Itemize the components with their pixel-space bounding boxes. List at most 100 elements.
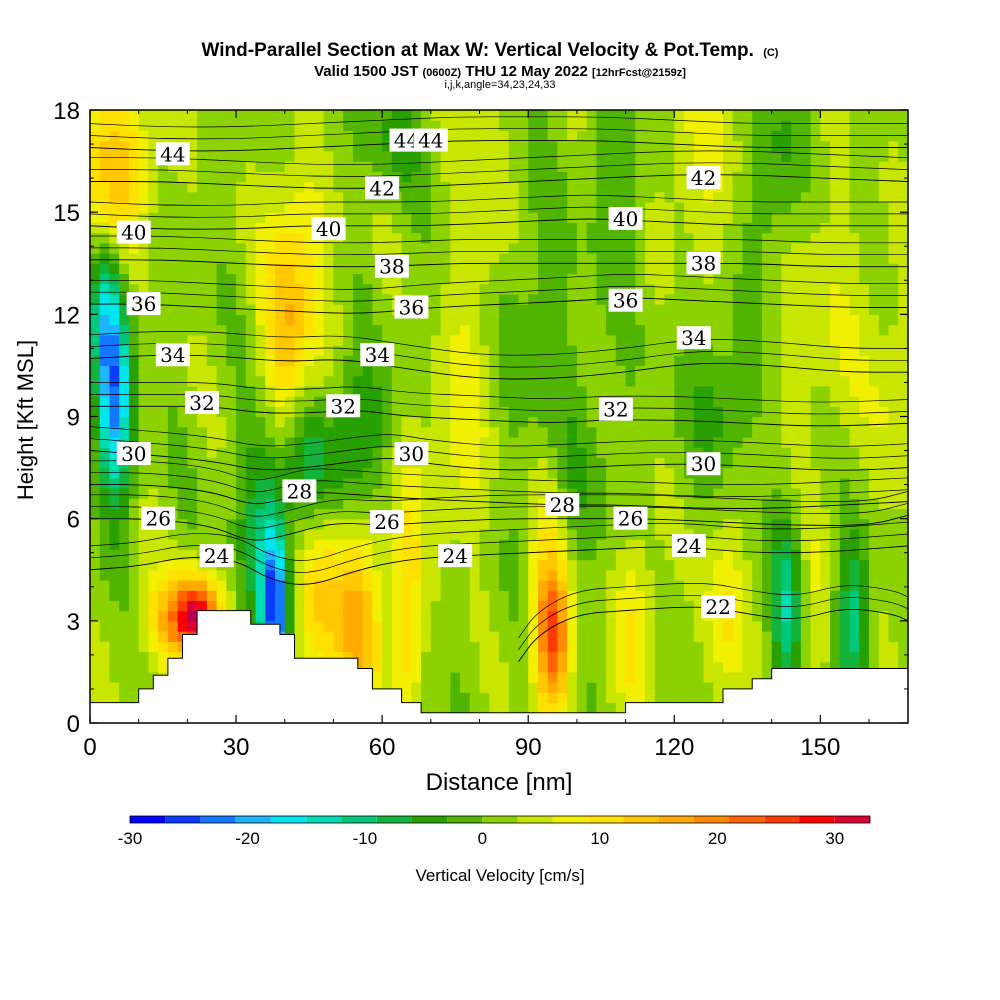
w-cell (187, 304, 198, 315)
w-cell (236, 222, 247, 234)
w-cell (800, 140, 812, 152)
w-cell (109, 559, 120, 571)
w-cell (664, 416, 675, 428)
w-cell (684, 477, 695, 489)
w-cell (245, 140, 257, 152)
w-cell (596, 579, 607, 591)
w-cell (654, 426, 666, 438)
w-cell (421, 365, 432, 377)
w-cell (732, 344, 744, 356)
w-cell (869, 641, 880, 653)
w-cell (635, 477, 646, 489)
w-cell (869, 334, 880, 346)
w-cell (294, 436, 305, 448)
w-cell (839, 314, 851, 326)
w-cell (90, 447, 101, 458)
w-cell (450, 488, 461, 499)
w-cell (518, 631, 529, 642)
w-cell (119, 344, 130, 356)
w-cell (742, 344, 753, 356)
w-cell (265, 273, 276, 285)
w-cell (878, 191, 890, 203)
w-cell (255, 426, 266, 438)
w-cell (489, 426, 500, 438)
w-cell (187, 365, 198, 377)
w-cell (430, 641, 442, 653)
w-cell (576, 579, 588, 591)
w-cell (888, 447, 899, 458)
w-cell (732, 631, 744, 642)
w-cell (761, 426, 773, 438)
w-cell (820, 283, 831, 295)
w-cell (586, 518, 597, 530)
w-cell (352, 314, 364, 326)
w-cell (226, 406, 237, 418)
w-cell (138, 191, 150, 203)
w-cell (382, 416, 393, 428)
w-cell (518, 140, 529, 152)
w-cell (722, 579, 734, 591)
w-cell (411, 416, 422, 428)
w-cell (654, 314, 666, 326)
w-cell (362, 600, 374, 612)
w-cell (167, 569, 179, 581)
w-cell (99, 375, 111, 387)
w-cell (557, 671, 568, 683)
w-cell (684, 222, 695, 234)
w-cell (401, 406, 412, 418)
w-cell (245, 569, 257, 581)
w-cell (148, 181, 159, 193)
w-cell (508, 365, 520, 377)
w-cell (99, 600, 111, 612)
w-cell (158, 334, 169, 346)
w-cell (245, 355, 257, 367)
w-cell (499, 293, 510, 305)
w-cell (148, 488, 159, 499)
w-cell (674, 477, 685, 489)
w-cell (508, 426, 520, 438)
w-cell (761, 222, 773, 234)
w-cell (304, 304, 315, 315)
w-cell (450, 498, 461, 510)
w-cell (90, 590, 101, 601)
w-cell (216, 242, 227, 254)
w-cell (187, 120, 198, 132)
w-cell (411, 110, 422, 121)
w-cell (197, 324, 208, 336)
w-cell (878, 110, 890, 121)
w-cell (343, 641, 354, 653)
w-cell (761, 283, 773, 295)
w-cell (148, 222, 159, 234)
w-cell (693, 191, 705, 203)
w-cell (586, 579, 597, 591)
w-cell (284, 263, 296, 275)
w-cell (878, 528, 890, 540)
w-cell (265, 212, 276, 223)
w-cell (323, 447, 335, 458)
w-cell (499, 273, 510, 285)
w-cell (752, 447, 763, 458)
w-cell (674, 651, 685, 663)
w-cell (128, 110, 140, 121)
w-cell (508, 201, 520, 213)
w-cell (391, 344, 403, 356)
w-cell (713, 273, 724, 285)
w-cell (245, 477, 257, 489)
w-cell (391, 620, 403, 632)
w-cell (849, 559, 860, 571)
w-cell (187, 110, 198, 121)
w-cell (138, 171, 150, 183)
w-cell (411, 682, 422, 693)
w-cell (722, 253, 734, 264)
w-cell (128, 610, 140, 622)
w-cell (489, 641, 500, 653)
w-cell (109, 651, 120, 663)
w-cell (800, 263, 812, 275)
w-cell (508, 528, 520, 540)
w-cell (810, 406, 821, 418)
w-cell (791, 549, 802, 561)
w-cell (255, 600, 266, 612)
w-cell (206, 488, 218, 499)
w-cell (547, 559, 559, 571)
w-cell (236, 283, 247, 295)
